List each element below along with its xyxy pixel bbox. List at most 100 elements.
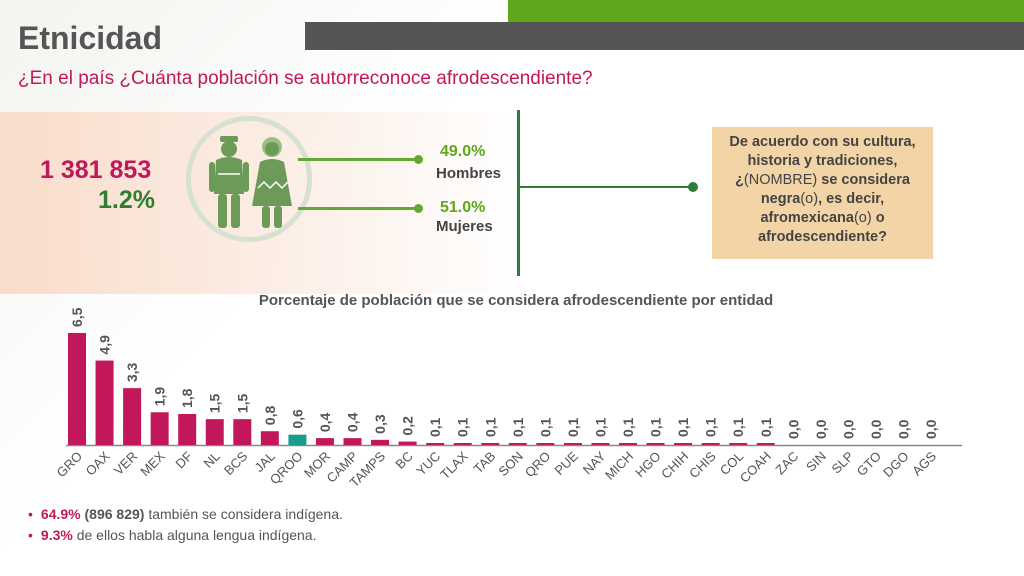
category-label-oax: OAX: [83, 448, 113, 478]
men-connector: [298, 158, 418, 161]
total-percent: 1.2%: [98, 186, 155, 214]
category-label-mich: MICH: [602, 449, 636, 483]
bar-mich: [619, 443, 637, 445]
bar-qro: [536, 443, 555, 445]
bar-son: [508, 443, 527, 445]
value-label-col: 0,1: [730, 417, 746, 437]
note-2-text: de ellos habla alguna lengua indígena.: [72, 527, 317, 543]
bar-chis: [701, 443, 720, 445]
category-label-chis: CHIS: [686, 448, 719, 481]
value-label-bcs: 1,5: [234, 393, 250, 413]
women-label: Mujeres: [436, 218, 493, 235]
category-label-nl: NL: [201, 449, 223, 471]
total-population: 1 381 853: [40, 156, 152, 184]
value-label-ver: 3,3: [124, 362, 140, 382]
bar-df: [178, 413, 197, 445]
bar-tamps: [371, 439, 390, 445]
page-subtitle: ¿En el país ¿Cuánta población se autorre…: [18, 68, 593, 89]
value-label-tamps: 0,3: [372, 414, 388, 434]
women-connector: [298, 207, 418, 210]
value-label-tlax: 0,1: [455, 417, 471, 437]
value-label-bc: 0,2: [400, 416, 416, 436]
note-1-percent: 64.9%: [40, 506, 81, 522]
divider-dot: [688, 182, 698, 192]
value-label-son: 0,1: [510, 417, 526, 437]
men-connector-dot: [414, 155, 423, 164]
bar-camp: [343, 438, 362, 445]
category-label-son: SON: [495, 449, 526, 480]
value-label-gto: 0,0: [868, 419, 884, 439]
category-label-df: DF: [172, 448, 195, 471]
value-label-sin: 0,0: [813, 419, 829, 439]
value-label-pue: 0,1: [565, 417, 581, 437]
men-label: Hombres: [436, 165, 502, 182]
bar-mor: [315, 438, 334, 445]
bar-pue: [563, 443, 582, 445]
page-title: Etnicidad: [18, 20, 163, 56]
question-text-1: De acuerdo con su cultura, historia y tr…: [729, 134, 916, 188]
bar-tab: [481, 443, 500, 445]
bar-qroo: [288, 434, 307, 445]
divider-vertical: [517, 110, 520, 276]
value-label-yuc: 0,1: [427, 417, 443, 437]
category-label-bc: BC: [392, 449, 415, 472]
category-label-hgo: HGO: [632, 449, 664, 481]
category-label-ags: AGS: [909, 448, 939, 478]
value-label-mor: 0,4: [317, 412, 333, 432]
bar-bcs: [233, 419, 252, 445]
value-label-jal: 0,8: [262, 406, 278, 426]
bar-bc: [398, 441, 417, 445]
value-label-qro: 0,1: [537, 417, 553, 437]
header-green-bar: [508, 0, 1024, 22]
category-label-sin: SIN: [803, 449, 829, 475]
value-label-chih: 0,1: [675, 417, 691, 437]
value-label-slp: 0,0: [840, 419, 856, 439]
man-woman-traditional-icon: [209, 136, 292, 228]
value-label-qroo: 0,6: [289, 409, 305, 429]
category-label-gro: GRO: [54, 449, 86, 481]
bar-oax: [95, 360, 114, 445]
survey-question-box: De acuerdo con su cultura, historia y tr…: [712, 127, 933, 259]
category-label-tab: TAB: [471, 449, 499, 477]
bar-mex: [150, 412, 169, 445]
question-text-7: o afrodescendiente?: [758, 210, 887, 245]
people-icon-circle: [186, 116, 312, 242]
value-label-ags: 0,0: [923, 419, 939, 439]
question-text-3: se considera negra: [760, 172, 910, 207]
category-label-dgo: DGO: [880, 449, 912, 481]
category-label-qro: QRO: [522, 449, 554, 481]
notes: • 64.9% (896 829) también se considera in…: [28, 506, 343, 548]
value-label-mich: 0,1: [620, 417, 636, 437]
value-label-nl: 1,5: [207, 393, 223, 413]
category-label-tlax: TLAX: [437, 448, 471, 482]
chart-title: Porcentaje de población que se considera…: [258, 292, 774, 309]
value-label-hgo: 0,1: [648, 417, 664, 437]
category-label-pue: PUE: [552, 448, 582, 478]
question-text-4: (o): [800, 191, 819, 207]
men-percent: 49.0%: [440, 143, 486, 160]
value-label-camp: 0,4: [345, 412, 361, 432]
value-label-mex: 1,9: [152, 387, 168, 407]
bar-gro: [68, 333, 86, 445]
bar-hgo: [646, 443, 665, 445]
note-2: • 9.3% de ellos habla alguna lengua indíg…: [28, 527, 317, 543]
value-label-coah: 0,1: [758, 417, 774, 437]
bar-tlax: [453, 443, 472, 445]
value-label-nay: 0,1: [592, 417, 608, 437]
value-label-zac: 0,0: [785, 419, 801, 439]
category-label-coah: COAH: [737, 449, 774, 486]
value-label-gro: 6,5: [69, 307, 85, 327]
note-1-count: (896 829): [84, 506, 145, 522]
women-percent: 51.0%: [440, 199, 486, 216]
category-label-chih: CHIH: [658, 449, 691, 482]
category-label-mex: MEX: [137, 448, 168, 479]
category-label-bcs: BCS: [221, 448, 251, 478]
value-label-df: 1,8: [179, 388, 195, 408]
bar-chart: 6,5GRO4,9OAX3,3VER1,9MEX1,8DF1,5NL1,5BCS…: [54, 307, 962, 490]
bar-jal: [260, 431, 279, 445]
bar-nl: [205, 419, 224, 445]
bar-chih: [674, 443, 693, 445]
header-gray-bar: [305, 22, 1024, 50]
women-connector-dot: [414, 204, 423, 213]
category-label-ver: VER: [111, 449, 141, 479]
